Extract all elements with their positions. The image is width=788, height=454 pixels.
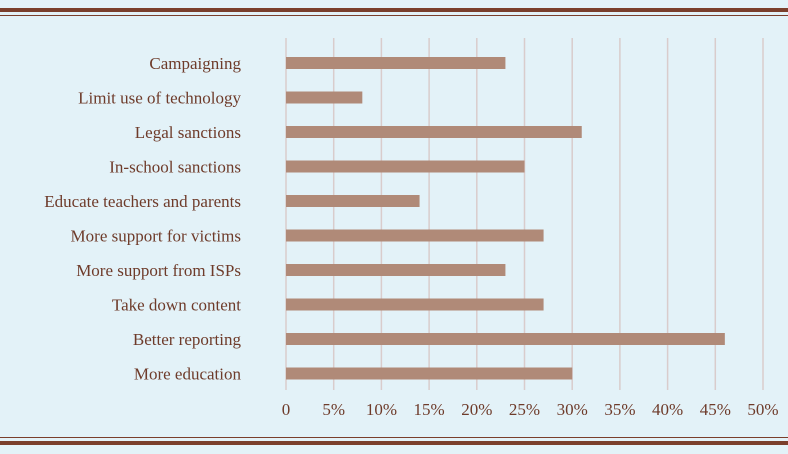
bar bbox=[286, 91, 363, 104]
category-label: More education bbox=[134, 365, 242, 384]
bar bbox=[286, 333, 725, 345]
bar bbox=[286, 367, 573, 380]
x-tick-label: 25% bbox=[509, 400, 540, 419]
x-tick-label: 10% bbox=[366, 400, 397, 419]
bar bbox=[286, 57, 506, 69]
category-label: More support for victims bbox=[71, 227, 241, 246]
bar bbox=[286, 126, 582, 138]
bar bbox=[286, 195, 420, 207]
x-tick-label: 50% bbox=[747, 400, 778, 419]
category-label: In-school sanctions bbox=[109, 158, 241, 177]
top-rule-thin bbox=[0, 15, 788, 16]
x-tick-label: 0 bbox=[282, 400, 291, 419]
x-tick-label: 40% bbox=[652, 400, 683, 419]
category-label: Campaigning bbox=[149, 54, 241, 73]
category-label: Better reporting bbox=[133, 330, 242, 349]
x-tick-label: 35% bbox=[604, 400, 635, 419]
x-tick-label: 30% bbox=[557, 400, 588, 419]
category-label: Educate teachers and parents bbox=[44, 192, 241, 211]
bar bbox=[286, 298, 544, 311]
x-tick-label: 15% bbox=[414, 400, 445, 419]
top-rule-thick bbox=[0, 8, 788, 12]
bar bbox=[286, 264, 506, 276]
category-label: Take down content bbox=[112, 296, 241, 315]
x-tick-label: 5% bbox=[322, 400, 345, 419]
category-label: Limit use of technology bbox=[78, 89, 241, 108]
category-label: Legal sanctions bbox=[135, 123, 241, 142]
bottom-rule-thick bbox=[0, 441, 788, 445]
bar bbox=[286, 160, 525, 173]
bottom-rule-thin bbox=[0, 437, 788, 438]
category-label: More support from ISPs bbox=[76, 261, 241, 280]
x-tick-label: 20% bbox=[461, 400, 492, 419]
x-tick-label: 45% bbox=[700, 400, 731, 419]
bar bbox=[286, 229, 544, 242]
